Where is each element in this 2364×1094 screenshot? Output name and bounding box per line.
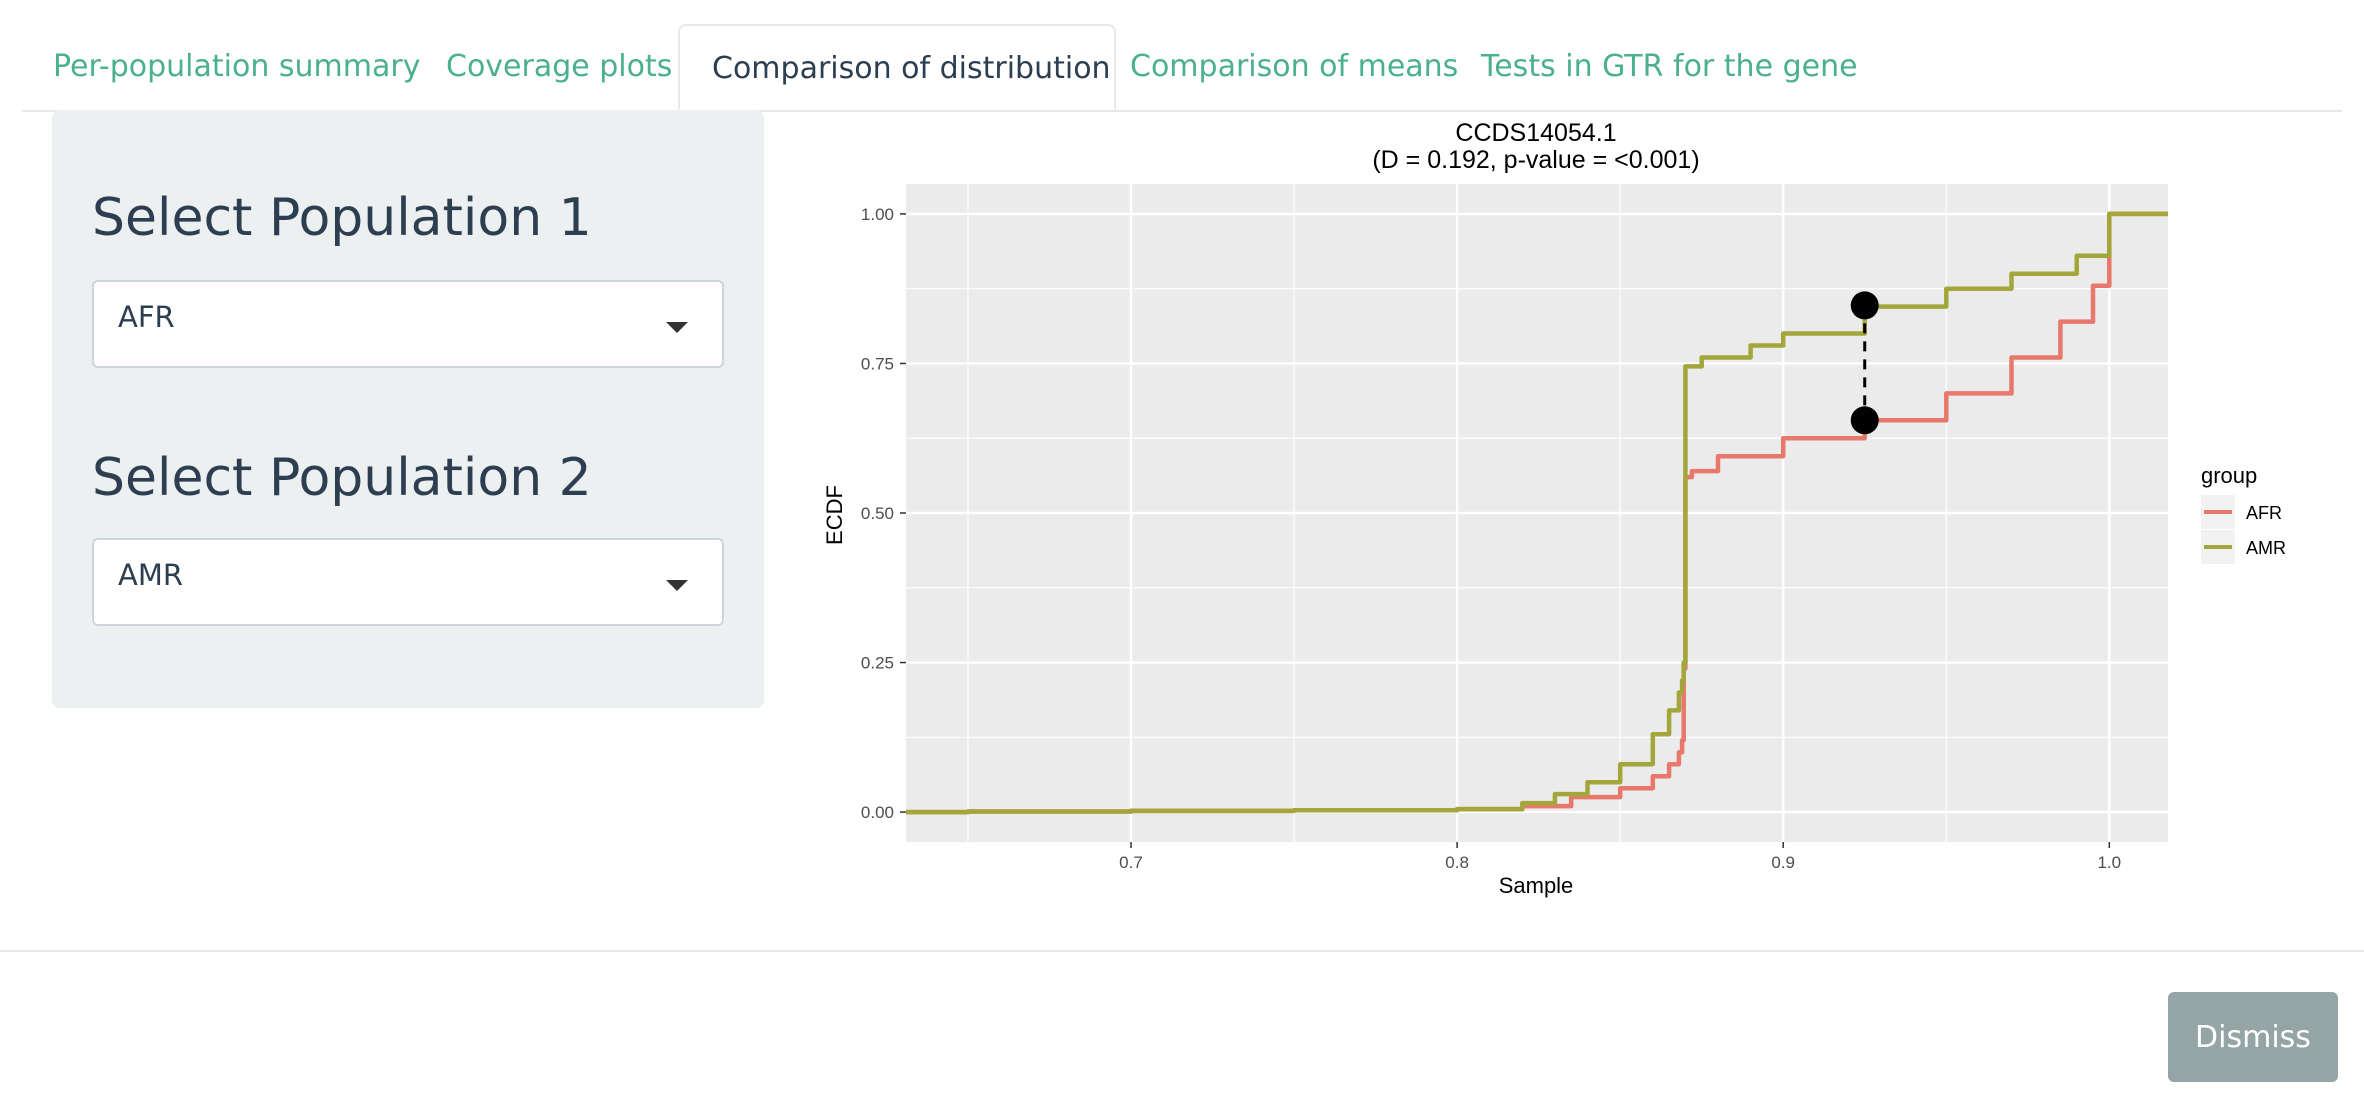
x-tick-label: 0.7 (1119, 853, 1143, 872)
legend: group AFR AMR (2201, 463, 2286, 564)
tab-comparison-of-means[interactable]: Comparison of means (1130, 49, 1459, 84)
tab-coverage-plots[interactable]: Coverage plots (446, 49, 673, 84)
population-1-value: AFR (118, 300, 175, 334)
ks-point-high (1850, 291, 1879, 320)
y-axis-label: ECDF (822, 485, 847, 545)
population-1-select[interactable]: AFR (92, 280, 724, 368)
x-axis-label: Sample (1499, 873, 1574, 898)
population-1-label: Select Population 1 (92, 188, 592, 248)
x-tick-label: 1.0 (2097, 853, 2121, 872)
y-tick-label: 0.75 (861, 354, 894, 373)
tab-per-population-summary[interactable]: Per-population summary (53, 49, 421, 84)
y-tick-label: 1.00 (861, 205, 894, 224)
y-tick-label: 0.00 (861, 803, 894, 822)
dismiss-button[interactable]: Dismiss (2168, 992, 2338, 1082)
legend-entry-amr: AMR (2246, 538, 2286, 558)
population-2-value: AMR (118, 558, 184, 592)
y-tick-label: 0.50 (861, 504, 894, 523)
ecdf-chart: CCDS14054.1 (D = 0.192, p-value = <0.001… (822, 119, 2286, 898)
population-2-select[interactable]: AMR (92, 538, 724, 626)
tab-comparison-of-distribution[interactable]: Comparison of distribution (678, 24, 1116, 110)
chart-subtitle: (D = 0.192, p-value = <0.001) (1372, 146, 1699, 174)
legend-entry-afr: AFR (2246, 503, 2282, 523)
x-tick-label: 0.9 (1771, 853, 1795, 872)
population-selector-panel: Select Population 1 AFR Select Populatio… (52, 110, 764, 708)
tab-bar: Per-population summary Coverage plots Co… (22, 24, 2342, 112)
chevron-down-icon (666, 580, 688, 591)
legend-title: group (2201, 463, 2257, 488)
chart-title: CCDS14054.1 (1455, 119, 1616, 147)
ks-point-low (1850, 406, 1879, 435)
population-2-label: Select Population 2 (92, 448, 592, 508)
y-tick-label: 0.25 (861, 654, 894, 673)
footer-divider (0, 950, 2364, 952)
tab-tests-in-gtr[interactable]: Tests in GTR for the gene (1481, 49, 1858, 84)
x-tick-label: 0.8 (1445, 853, 1469, 872)
chevron-down-icon (666, 322, 688, 333)
series-line-amr (906, 211, 2168, 815)
plot-area: 0.7 0.8 0.9 1.0 0.00 0.25 0.50 0.75 1.00 (861, 184, 2168, 872)
